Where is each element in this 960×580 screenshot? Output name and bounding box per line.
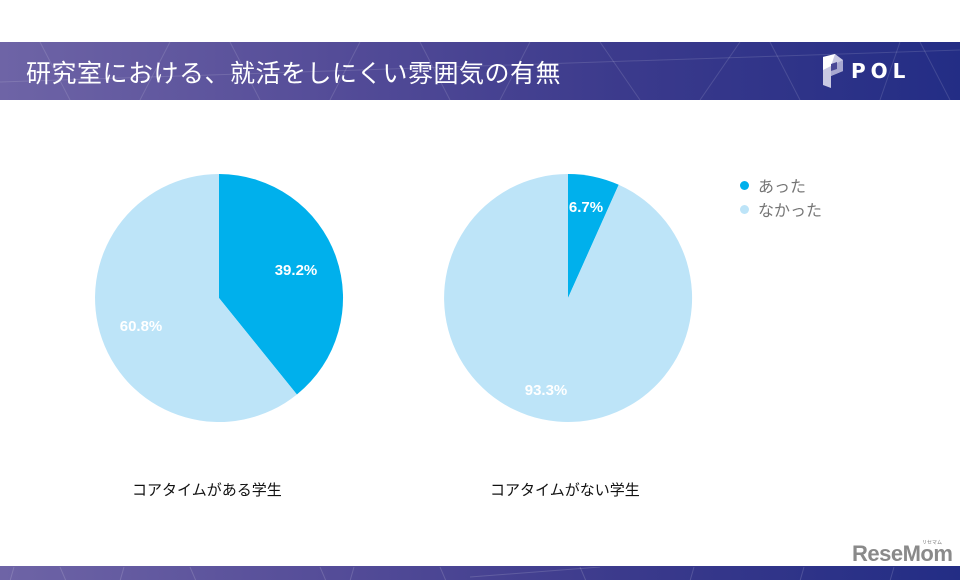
slice-nakatta: [95, 174, 297, 422]
footer-bar: [0, 566, 960, 580]
slice-nakatta: [444, 174, 693, 422]
slice-atta: [568, 173, 619, 298]
pol-logo: POL: [823, 54, 910, 88]
slice-label-nakatta: 60.8%: [120, 318, 163, 335]
chart-caption-with-coretime: コアタイムがある学生: [132, 481, 282, 499]
resemom-logo: ReseMom: [852, 541, 953, 566]
legend-label: なかった: [758, 201, 823, 220]
chart-caption-without-coretime: コアタイムがない学生: [490, 481, 640, 499]
slice-label-nakatta: 93.3%: [525, 382, 568, 399]
slice-label-atta: 39.2%: [275, 262, 318, 279]
footer-pattern: [9, 566, 895, 580]
header-pattern: [0, 42, 960, 100]
legend-item-atta: あった: [740, 173, 822, 197]
pol-logo-text: POL: [851, 59, 911, 83]
legend-dot-icon: [740, 180, 749, 190]
legend: あった なかった: [740, 173, 822, 221]
pol-logo-icon: [823, 54, 843, 88]
header-bar: 研究室における、就活をしにくい雰囲気の有無 POL: [0, 42, 960, 100]
slice-atta: [219, 174, 344, 395]
slice-label-atta: 6.7%: [569, 199, 603, 216]
pie-chart-with-coretime: 39.2% 60.8%: [95, 174, 344, 422]
resemom-sub-text: リセマム: [922, 540, 943, 546]
pie-chart-without-coretime: 6.7% 93.3%: [444, 173, 693, 422]
legend-dot-icon: [740, 204, 749, 214]
page-title: 研究室における、就活をしにくい雰囲気の有無: [26, 59, 562, 88]
legend-item-nakatta: なかった: [740, 197, 822, 221]
legend-label: あった: [758, 177, 807, 196]
